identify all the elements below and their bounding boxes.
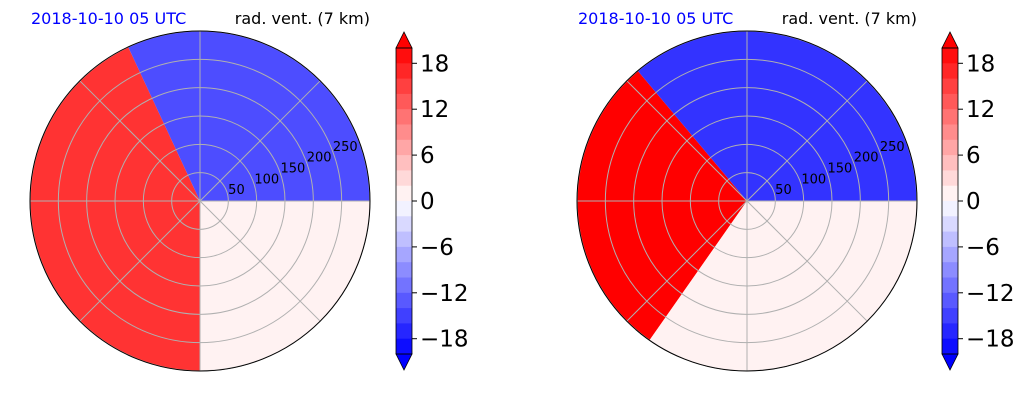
- colorbar-segment: [396, 216, 412, 233]
- colorbar-segment: [396, 48, 412, 64]
- range-ring-label: 200: [307, 151, 332, 166]
- disc-border: [576, 30, 918, 372]
- right-panel-time-title: 2018-10-10 05 UTC: [578, 9, 733, 28]
- colorbar-tick-label: −18: [420, 327, 469, 353]
- colorbar-segment: [942, 139, 958, 156]
- left-panel: 2018-10-10 05 UTC rad. vent. (7 km) 50 10…: [29, 9, 469, 372]
- colorbar-tick-label: −12: [966, 281, 1015, 307]
- colorbar-segment: [942, 246, 958, 263]
- colorbar-tick-label: 12: [966, 97, 995, 123]
- colorbar-tick-label: 18: [420, 51, 449, 77]
- radial-spoke: [199, 200, 321, 322]
- velocity-region-0: [577, 69, 747, 342]
- radial-spoke: [626, 80, 748, 202]
- colorbar-segment: [396, 63, 412, 80]
- range-ring-label: 250: [333, 140, 358, 155]
- colorbar-extend-top: [941, 31, 959, 49]
- colorbar-segment: [942, 109, 958, 125]
- left-colorbar: 18 12 6 0 −6 −12 −18: [395, 31, 469, 371]
- range-ring-label: 150: [281, 161, 306, 176]
- colorbar-segment: [942, 277, 958, 294]
- colorbar-segment: [396, 93, 412, 110]
- colorbar-segment: [396, 185, 412, 202]
- colorbar-segment: [942, 308, 958, 324]
- right-panel-variable-title: rad. vent. (7 km): [782, 9, 917, 28]
- colorbar-extend-bottom: [395, 353, 413, 371]
- disc-border: [29, 30, 371, 372]
- radial-spoke: [79, 80, 201, 202]
- range-ring-label: 100: [801, 172, 826, 187]
- colorbar-segment: [942, 185, 958, 202]
- right-panel: 2018-10-10 05 UTC rad. vent. (7 km) 50 10…: [576, 9, 1015, 372]
- colorbar-extend-top: [395, 31, 413, 49]
- colorbar-tick-label: 18: [966, 51, 995, 77]
- colorbar-segment: [396, 231, 412, 248]
- colorbar-segment: [396, 308, 412, 324]
- colorbar-segment: [942, 155, 958, 171]
- colorbar-segment: [942, 170, 958, 187]
- velocity-region-1: [636, 31, 917, 201]
- range-ring-label: 50: [228, 183, 245, 198]
- colorbar-segment: [396, 277, 412, 294]
- colorbar-segment: [942, 63, 958, 80]
- radial-spoke: [746, 80, 868, 202]
- colorbar-segment: [396, 338, 412, 355]
- colorbar-tick-label: −18: [966, 327, 1015, 353]
- colorbar-tick-label: 6: [420, 143, 435, 169]
- colorbar-segment: [942, 338, 958, 355]
- colorbar-segment: [942, 201, 958, 217]
- colorbar-segment: [942, 78, 958, 95]
- colorbar-tick-label: 12: [420, 97, 449, 123]
- range-ring-label: 150: [828, 161, 853, 176]
- colorbar-tick-label: 0: [966, 189, 981, 215]
- colorbar-segment: [396, 292, 412, 309]
- range-ring-label: 50: [775, 183, 792, 198]
- colorbar-segment: [396, 262, 412, 278]
- colorbar-segment: [396, 323, 412, 340]
- radial-spoke: [79, 200, 201, 322]
- range-ring-label: 250: [880, 140, 905, 155]
- colorbar-segment: [942, 292, 958, 309]
- colorbar-segment: [396, 109, 412, 125]
- range-ring-label: 200: [854, 151, 879, 166]
- colorbar-segment: [396, 78, 412, 95]
- colorbar-tick-label: −6: [420, 235, 454, 261]
- colorbar-segment: [396, 139, 412, 156]
- left-panel-variable-title: rad. vent. (7 km): [235, 9, 370, 28]
- colorbar-segment: [396, 124, 412, 141]
- colorbar-segment: [942, 48, 958, 64]
- colorbar-segment: [396, 155, 412, 171]
- colorbar-segment: [942, 124, 958, 141]
- colorbar-tick-label: −12: [420, 281, 469, 307]
- colorbar-segment: [942, 216, 958, 233]
- colorbar-segment: [942, 262, 958, 278]
- radial-spoke: [746, 200, 868, 322]
- radial-spoke: [626, 200, 748, 322]
- colorbar-segment: [942, 231, 958, 248]
- colorbar-tick-label: 0: [420, 189, 435, 215]
- colorbar-tick-label: −6: [966, 235, 1000, 261]
- colorbar-segment: [942, 323, 958, 340]
- colorbar-segment: [396, 246, 412, 263]
- colorbar-segment: [396, 201, 412, 217]
- colorbar-segment: [942, 93, 958, 110]
- colorbar-extend-bottom: [941, 353, 959, 371]
- right-colorbar: 18 12 6 0 −6 −12 −18: [941, 31, 1015, 371]
- radial-spoke: [199, 80, 321, 202]
- range-ring-label: 100: [254, 172, 279, 187]
- colorbar-segment: [396, 170, 412, 187]
- colorbar-tick-label: 6: [966, 143, 981, 169]
- velocity-region-0: [30, 45, 200, 371]
- left-panel-time-title: 2018-10-10 05 UTC: [31, 9, 186, 28]
